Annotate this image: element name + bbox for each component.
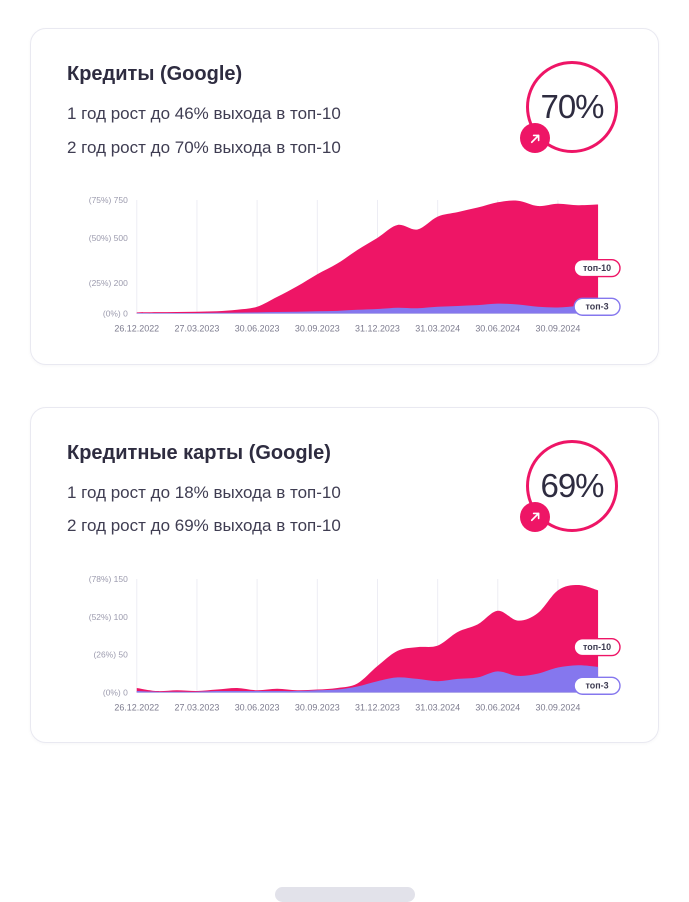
x-axis-label: 30.09.2024 [536, 324, 581, 334]
x-axis-label: 31.03.2024 [415, 324, 460, 334]
x-axis-label: 30.06.2023 [235, 324, 280, 334]
y-axis-label: (52%) 100 [89, 612, 128, 622]
x-axis-label: 31.12.2023 [355, 324, 400, 334]
legend-pill-label: топ-3 [586, 681, 609, 691]
x-axis-label: 26.12.2022 [114, 702, 159, 712]
arrow-up-right-icon [520, 501, 550, 532]
legend-pill-top-10: топ-10 [573, 259, 621, 278]
growth-line-year2: 2 год рост до 69% выхода в топ-10 [67, 516, 341, 536]
legend-pill-top-3: топ-3 [573, 297, 621, 317]
area-top-10 [136, 200, 599, 314]
card-credits: Кредиты (Google) 1 год рост до 46% выход… [30, 28, 659, 365]
chart-credits: 26.12.2022 27.03.2023 30.06.2023 30.09.2023… [67, 190, 622, 339]
x-axis-label: 31.03.2024 [415, 702, 460, 712]
chart-credit-cards: 26.12.2022 27.03.2023 30.06.2023 30.09.2023… [67, 569, 622, 718]
badge-value: 70% [540, 88, 604, 125]
x-axis-label: 27.03.2023 [175, 702, 220, 712]
y-axis-label: (25%) 200 [89, 279, 128, 289]
x-axis-label: 30.06.2024 [475, 702, 520, 712]
area-chart: 26.12.2022 27.03.2023 30.06.2023 30.09.2023… [89, 195, 621, 334]
y-axis-label: (26%) 50 [93, 650, 128, 660]
y-axis-label: (75%) 750 [89, 195, 128, 205]
card-title: Кредиты (Google) [67, 63, 243, 85]
y-axis-label: (78%) 150 [89, 574, 128, 584]
area-top-3 [136, 665, 599, 693]
x-axis-label: 30.06.2023 [235, 702, 280, 712]
badge-value: 69% [540, 466, 604, 504]
card-credit-cards: Кредитные карты (Google) 1 год рост до 1… [30, 406, 659, 744]
legend-pill-top-10: топ-10 [573, 637, 621, 657]
area-top-10 [136, 585, 599, 693]
x-axis-label: 30.06.2024 [475, 324, 520, 334]
growth-line-year1: 1 год рост до 46% выхода в топ-10 [67, 104, 341, 123]
x-axis-label: 27.03.2023 [175, 324, 220, 334]
y-axis-label: (50%) 500 [89, 233, 128, 243]
area-top-3 [136, 303, 599, 314]
growth-badge: 69% [520, 439, 618, 532]
x-axis-label: 31.12.2023 [355, 702, 400, 712]
x-axis-label: 26.12.2022 [114, 324, 159, 334]
growth-badge: 70% [520, 61, 618, 153]
report-page: Кредиты (Google) 1 год рост до 46% выход… [0, 28, 689, 902]
card-title: Кредитные карты (Google) [67, 441, 331, 464]
y-axis-label: (0%) 0 [103, 309, 128, 319]
legend-pill-label: топ-10 [583, 642, 611, 652]
x-axis-label: 30.09.2023 [295, 324, 340, 334]
x-axis-label: 30.09.2023 [295, 702, 340, 712]
legend-pill-label: топ-3 [586, 302, 609, 312]
legend-pill-label: топ-10 [583, 263, 611, 273]
partial-bottom-element [274, 887, 415, 902]
area-chart: 26.12.2022 27.03.2023 30.06.2023 30.09.2023… [89, 574, 621, 712]
y-axis-label: (0%) 0 [103, 688, 128, 698]
growth-line-year2: 2 год рост до 70% выхода в топ-10 [67, 137, 341, 157]
growth-line-year1: 1 год рост до 18% выхода в топ-10 [67, 482, 341, 502]
arrow-up-right-icon [520, 123, 550, 153]
x-axis-label: 30.09.2024 [536, 702, 581, 712]
legend-pill-top-3: топ-3 [573, 676, 621, 695]
